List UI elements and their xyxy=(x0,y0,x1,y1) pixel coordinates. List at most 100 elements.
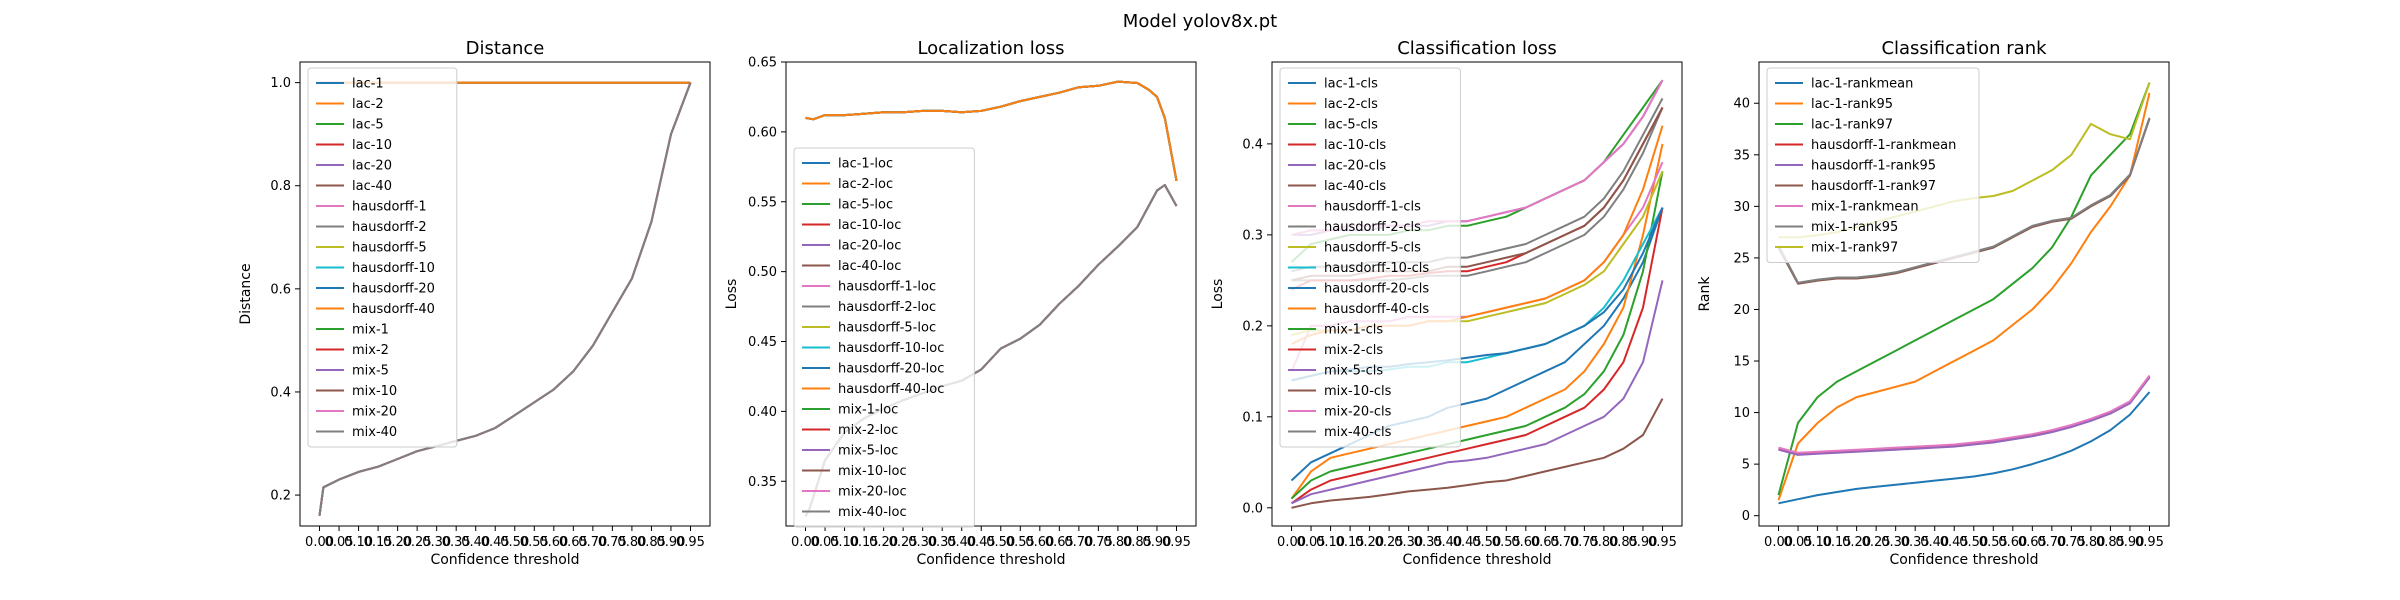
x-tick-label: 0.85 xyxy=(637,535,666,550)
y-tick-label: 0.0 xyxy=(1242,501,1263,516)
legend-entry: hausdorff-40 xyxy=(352,302,435,317)
y-tick-label: 40 xyxy=(1733,97,1750,112)
x-tick-label: 0.40 xyxy=(1920,535,1949,550)
legend-entry: lac-1-rank95 xyxy=(1811,97,1893,112)
series-lines xyxy=(1777,82,2151,505)
legend-entry: hausdorff-1-rankmean xyxy=(1811,138,1956,153)
legend-entry: mix-2-cls xyxy=(1324,343,1383,358)
x-tick-label: 0.45 xyxy=(1940,535,1969,550)
series-line-lac-1-rank95 xyxy=(1777,92,2151,501)
chart-title: Distance xyxy=(466,38,545,59)
legend-entry: lac-20-loc xyxy=(838,239,901,254)
x-tick-label: 0.90 xyxy=(1142,535,1171,550)
x-tick-label: 0.15 xyxy=(1336,535,1365,550)
y-tick-label: 0.65 xyxy=(748,56,777,71)
x-tick-label: 0.15 xyxy=(850,535,879,550)
legend-entry: hausdorff-10 xyxy=(352,261,435,276)
x-tick-label: 0.70 xyxy=(1064,535,1093,550)
y-tick-label: 0.60 xyxy=(748,125,777,140)
series-line-hausdorff-1-rank95 xyxy=(1778,376,2151,456)
x-tick-label: 0.75 xyxy=(1084,535,1113,550)
legend-entry: lac-5 xyxy=(352,118,384,133)
x-tick-label: 0.00 xyxy=(791,535,820,550)
series-line-mix-40 xyxy=(318,82,692,516)
figure-title: Model yolov8x.pt xyxy=(1123,11,1277,32)
x-tick-label: 0.35 xyxy=(442,535,471,550)
x-tick-label: 0.25 xyxy=(889,535,918,550)
legend-entry: mix-1-cls xyxy=(1324,323,1383,338)
x-tick-label: 0.65 xyxy=(1045,535,1074,550)
y-tick-label: 15 xyxy=(1733,355,1750,370)
series-line-lac-1-rankmean xyxy=(1778,391,2151,505)
legend-entry: lac-1-rank97 xyxy=(1811,118,1893,133)
legend-entry: mix-40-cls xyxy=(1324,425,1392,440)
legend-entry: hausdorff-5 xyxy=(352,241,427,256)
legend-entry: hausdorff-1-rank95 xyxy=(1811,159,1936,174)
x-tick-label: 0.95 xyxy=(1162,535,1191,550)
x-tick-label: 0.95 xyxy=(676,535,705,550)
y-tick-label: 20 xyxy=(1733,303,1750,318)
legend-box xyxy=(793,147,975,528)
x-tick-label: 0.25 xyxy=(403,535,432,550)
x-tick-label: 0.75 xyxy=(2057,535,2086,550)
legend-entry: hausdorff-20-loc xyxy=(838,362,944,377)
x-tick-label: 0.00 xyxy=(305,535,334,550)
axes-frame xyxy=(299,61,711,527)
legend-box xyxy=(1766,67,1980,263)
x-tick-label: 0.05 xyxy=(811,535,840,550)
x-tick-label: 0.55 xyxy=(1979,535,2008,550)
x-tick-label: 0.20 xyxy=(1842,535,1871,550)
x-tick-label: 0.35 xyxy=(1414,535,1443,550)
x-tick-label: 0.15 xyxy=(364,535,393,550)
legend-entry: mix-1-rank95 xyxy=(1811,220,1898,235)
legend-entry: mix-1-loc xyxy=(838,403,898,418)
subplots: Distance0.000.050.100.150.200.250.300.35… xyxy=(238,38,2170,568)
chart-classification-loss: Classification loss0.000.050.100.150.200… xyxy=(1210,38,1683,568)
x-tick-label: 0.50 xyxy=(1959,535,1988,550)
legend-entry: hausdorff-10-cls xyxy=(1324,261,1429,276)
x-tick-label: 0.40 xyxy=(461,535,490,550)
chart-classification-rank: Classification rank0.000.050.100.150.200… xyxy=(1697,38,2170,568)
legend-entry: mix-5-cls xyxy=(1324,364,1383,379)
legend-entry: mix-2 xyxy=(352,343,389,358)
x-tick-label: 0.65 xyxy=(559,535,588,550)
y-tick-label: 1.0 xyxy=(270,76,291,91)
legend-entry: lac-1-loc xyxy=(838,157,893,172)
legend-entry: mix-5-loc xyxy=(838,444,898,459)
x-axis-label: Confidence threshold xyxy=(916,552,1065,568)
x-tick-label: 0.05 xyxy=(1784,535,1813,550)
x-tick-label: 0.30 xyxy=(1394,535,1423,550)
y-axis-label: Loss xyxy=(724,279,740,310)
x-tick-label: 0.80 xyxy=(1103,535,1132,550)
legend-entry: hausdorff-5-cls xyxy=(1324,241,1421,256)
x-tick-label: 0.80 xyxy=(617,535,646,550)
legend-entry: mix-10-cls xyxy=(1324,384,1392,399)
chart-title: Classification rank xyxy=(1881,38,2047,59)
x-tick-label: 0.30 xyxy=(908,535,937,550)
x-tick-label: 0.90 xyxy=(2115,535,2144,550)
legend-entry: mix-20 xyxy=(352,405,397,420)
legend-box xyxy=(307,67,458,448)
legend-entry: hausdorff-2-loc xyxy=(838,300,936,315)
chart-title: Localization loss xyxy=(917,38,1064,59)
legend-entry: lac-2 xyxy=(352,97,384,112)
legend-entry: hausdorff-5-loc xyxy=(838,321,936,336)
x-tick-label: 0.40 xyxy=(947,535,976,550)
y-tick-label: 0.55 xyxy=(748,195,777,210)
x-tick-label: 0.85 xyxy=(2096,535,2125,550)
y-tick-label: 35 xyxy=(1733,148,1750,163)
legend: lac-1-loc lac-2-loc lac-5-loc lac-10-loc lac… xyxy=(793,147,975,528)
x-tick-label: 0.40 xyxy=(1433,535,1462,550)
legend: lac-1-rankmean lac-1-rank95 lac-1-rank97 ha… xyxy=(1766,67,1980,263)
series-line-hausdorff-40-loc xyxy=(805,80,1178,181)
y-axis-label: Distance xyxy=(238,263,254,324)
y-tick-label: 0.6 xyxy=(270,282,291,297)
legend-entry: mix-40-loc xyxy=(838,505,907,520)
y-tick-label: 0.3 xyxy=(1242,228,1263,243)
x-tick-label: 0.20 xyxy=(869,535,898,550)
x-tick-label: 0.55 xyxy=(520,535,549,550)
x-axis-label: Confidence threshold xyxy=(1402,552,1551,568)
y-tick-label: 5 xyxy=(1742,458,1750,473)
x-tick-label: 0.90 xyxy=(1628,535,1657,550)
